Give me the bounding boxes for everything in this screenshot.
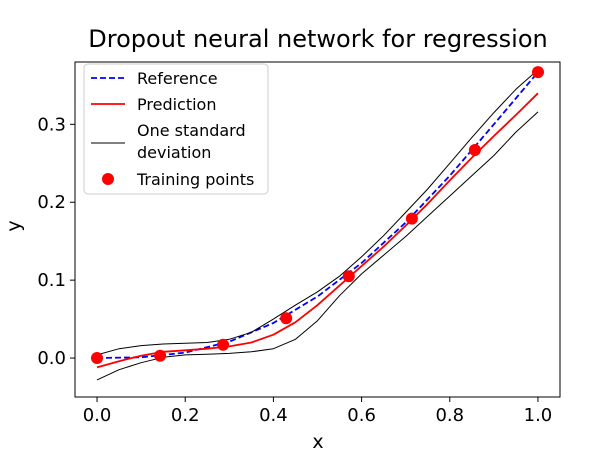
training-point — [217, 338, 230, 351]
x-tick-label: 0.8 — [435, 405, 464, 426]
training-point — [154, 349, 167, 362]
legend-reference-label: Reference — [137, 69, 218, 88]
x-tick-label: 0.4 — [259, 405, 288, 426]
y-tick-label: 0.2 — [37, 192, 66, 213]
y-tick-label: 0.3 — [37, 114, 66, 135]
x-tick-label: 0.6 — [347, 405, 376, 426]
series-line-one-standard-deviation-lower — [96, 111, 539, 381]
series-line-one-standard-deviation-upper — [96, 69, 539, 356]
training-point — [405, 212, 418, 225]
legend-std-label: One standard deviation — [137, 121, 251, 162]
legend-points-label: Training points — [136, 170, 254, 189]
legend-points-marker — [102, 173, 114, 185]
series-line-prediction — [96, 92, 539, 369]
axes-frame — [74, 61, 561, 398]
legend-std-label-line2: deviation — [137, 143, 211, 162]
x-axis-label: x — [312, 431, 323, 453]
y-tick-label: 0.0 — [37, 348, 66, 369]
x-tick-label: 0.2 — [171, 405, 200, 426]
axes: 0.0 0.2 0.4 0.6 0.8 1.0 0.0 0.1 0.2 0.3 — [37, 61, 561, 426]
chart-title: Dropout neural network for regression — [88, 25, 547, 53]
training-point — [91, 352, 103, 364]
training-point — [468, 144, 481, 156]
legend-std-label-line1: One standard — [137, 121, 246, 140]
x-tick-label: 1.0 — [524, 405, 553, 426]
legend-prediction-label: Prediction — [137, 95, 216, 114]
legend-box — [83, 63, 269, 195]
x-tick-label: 0.0 — [83, 405, 112, 426]
plot-area — [91, 66, 544, 381]
legend: Reference Prediction One standard deviat… — [83, 63, 269, 195]
y-axis-label: y — [3, 220, 25, 231]
training-point — [280, 312, 293, 325]
y-tick-label: 0.1 — [37, 270, 66, 291]
training-point — [342, 270, 355, 283]
series-line-reference — [96, 71, 539, 359]
training-point — [532, 66, 544, 79]
